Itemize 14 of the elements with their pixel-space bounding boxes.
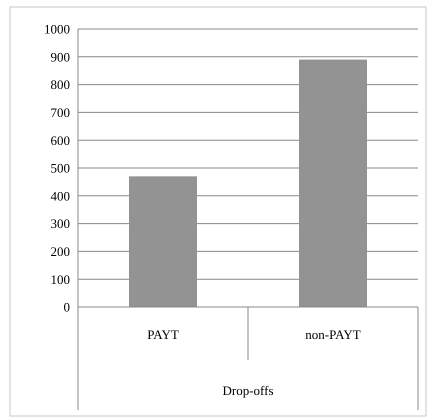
y-tick-label: 0: [64, 300, 70, 315]
y-tick-label: 600: [50, 132, 70, 148]
y-tick-label: 900: [50, 49, 70, 64]
y-tick-label: 100: [50, 272, 70, 287]
y-tick-label: 300: [50, 216, 70, 232]
x-tick-label: PAYT: [147, 327, 179, 342]
y-tick-label: 500: [50, 160, 70, 176]
x-tick-label: non-PAYT: [305, 327, 361, 342]
x-axis-title: Drop-offs: [222, 383, 274, 398]
y-tick-label: 700: [50, 104, 70, 120]
y-tick-label: 400: [50, 188, 70, 204]
y-tick-label: 1000: [44, 22, 70, 37]
y-tick-label: 800: [50, 77, 70, 92]
y-tick-label: 200: [50, 244, 70, 259]
